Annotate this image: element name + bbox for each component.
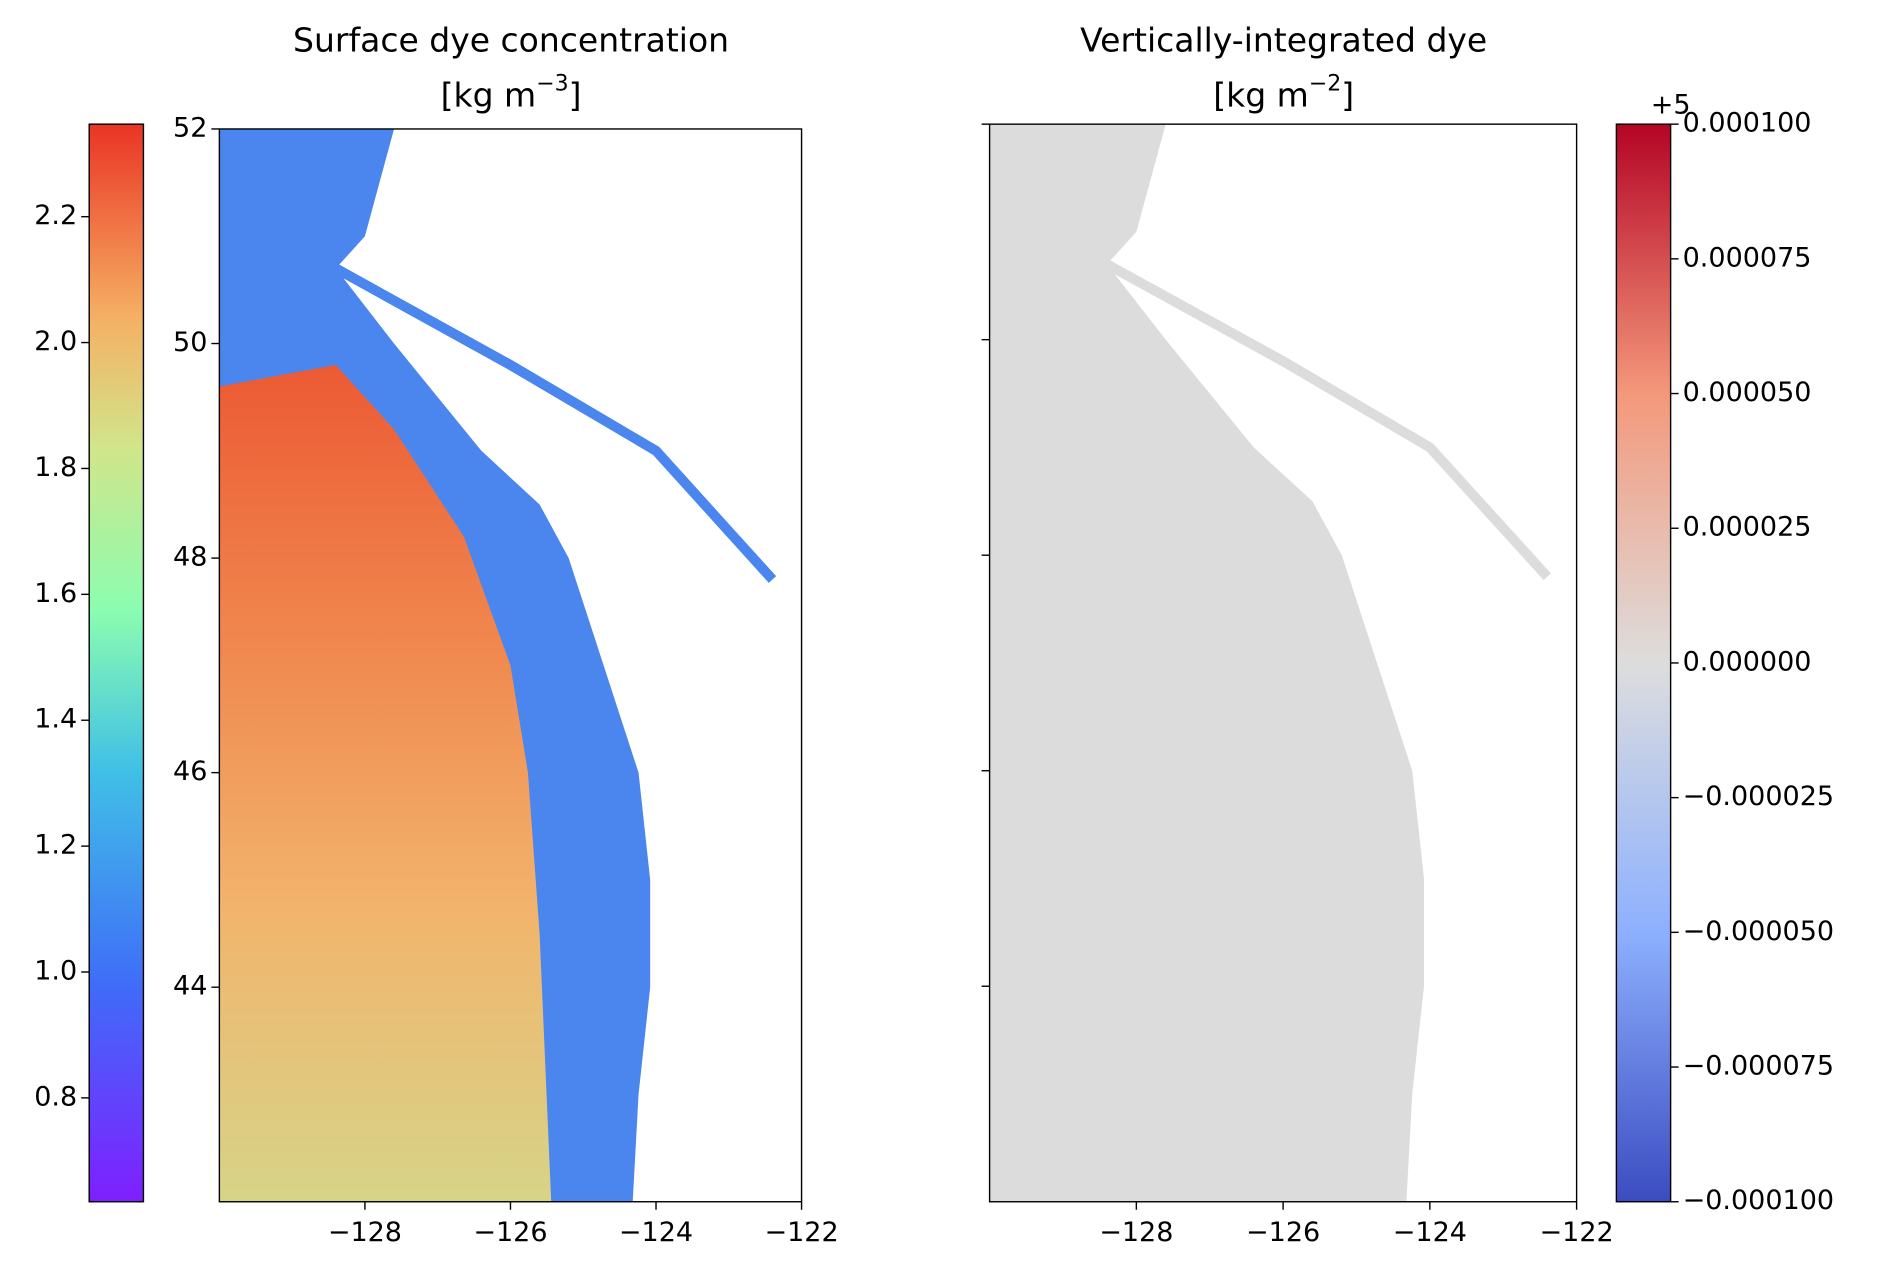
ocean	[989, 124, 1424, 1202]
colorbar-offset: +5	[1651, 90, 1691, 121]
units-base: [kg m	[441, 75, 537, 114]
colorbar-tick-label: −0.000100	[1683, 1185, 1834, 1216]
chart-title: Vertically-integrated dye	[1080, 21, 1487, 60]
y-tick-label: 46	[173, 756, 207, 787]
colorbar-tick-label: 1.0	[34, 955, 77, 986]
units-base: [kg m	[1213, 75, 1309, 114]
y-tick-label: 52	[173, 112, 207, 143]
units-label: [kg m−2]	[1213, 71, 1354, 114]
x-tick-label: −128	[1099, 1217, 1173, 1248]
colorbar-tick-label: 1.8	[34, 452, 77, 483]
colorbar-tick-label: 2.2	[34, 200, 77, 231]
colorbar-tick-label: 0.000025	[1683, 512, 1812, 543]
units-label: [kg m−3]	[441, 71, 582, 114]
units-exponent: −3	[536, 71, 568, 96]
colorbar-tick-label: 0.000100	[1683, 108, 1812, 139]
colorbar-tick-label: 1.6	[34, 578, 77, 609]
strait	[333, 264, 777, 583]
units-exponent: −2	[1309, 71, 1341, 96]
colorbar-tick-label: 0.000050	[1683, 377, 1812, 408]
x-tick-label: −124	[1393, 1217, 1467, 1248]
x-tick-label: −122	[764, 1217, 838, 1248]
colorbar	[1615, 123, 1672, 1203]
axes-frame	[988, 123, 1578, 1203]
y-tick-label: 44	[173, 971, 207, 1002]
y-tick-label: 50	[173, 327, 207, 358]
x-tick-label: −122	[1540, 1217, 1614, 1248]
colorbar-tick-label: 2.0	[34, 326, 77, 357]
colorbar-tick-label: 0.000075	[1683, 242, 1812, 273]
colorbar-tick-label: 0.000000	[1683, 646, 1812, 677]
colorbar-tick-label: 0.8	[34, 1081, 77, 1112]
units-close: ]	[1341, 75, 1354, 114]
colorbar-tick-label: −0.000025	[1683, 781, 1834, 812]
units-close: ]	[569, 75, 582, 114]
strait	[1104, 259, 1551, 581]
x-tick-label: −128	[328, 1217, 402, 1248]
x-tick-label: −126	[473, 1217, 547, 1248]
x-tick-label: −126	[1246, 1217, 1320, 1248]
colorbar-tick-label: −0.000050	[1683, 916, 1834, 947]
ocean-interior	[219, 364, 552, 1202]
colorbar-tick-label: 1.2	[34, 830, 77, 861]
colorbar-tick-label: 1.4	[34, 704, 77, 735]
x-tick-label: −124	[619, 1217, 693, 1248]
chart-title: Surface dye concentration	[293, 21, 729, 60]
y-tick-label: 48	[173, 542, 207, 573]
colorbar	[88, 123, 145, 1203]
colorbar-tick-label: −0.000075	[1683, 1051, 1834, 1082]
